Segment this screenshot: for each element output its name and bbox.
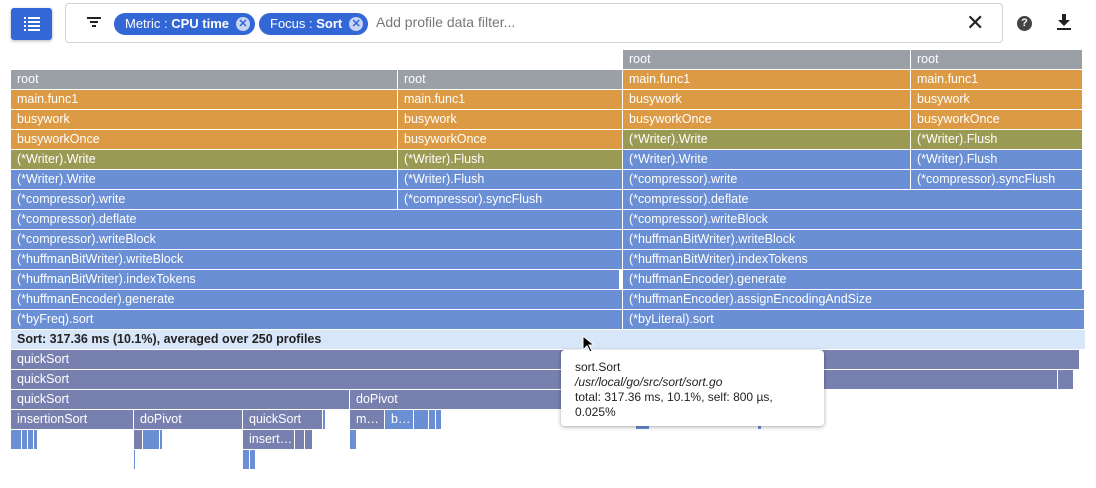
flame-frame[interactable]: insertionSort bbox=[11, 410, 134, 429]
flame-frame[interactable]: busyworkOnce bbox=[398, 130, 623, 149]
flame-frame[interactable] bbox=[22, 430, 28, 449]
flame-frame[interactable]: quickSort bbox=[11, 350, 1080, 369]
filter-input[interactable] bbox=[374, 13, 938, 31]
flame-frame[interactable] bbox=[429, 410, 436, 429]
flame-frame[interactable] bbox=[243, 450, 250, 469]
tooltip-stats: total: 317.36 ms, 10.1%, self: 800 µs, 0… bbox=[575, 390, 773, 419]
flame-frame[interactable] bbox=[11, 430, 22, 449]
flame-frame[interactable]: (*Writer).Flush bbox=[911, 150, 1083, 169]
chip-value: Sort bbox=[316, 16, 343, 31]
flame-frame[interactable]: quickSort bbox=[11, 370, 1058, 389]
flame-frame[interactable]: (*compressor).writeBlock bbox=[623, 210, 1083, 229]
chip-value: CPU time bbox=[171, 16, 230, 31]
flame-frame[interactable] bbox=[34, 430, 38, 449]
flame-frame[interactable]: busywork bbox=[398, 110, 623, 129]
download-icon[interactable] bbox=[1057, 14, 1071, 30]
flame-frame[interactable]: (*huffmanBitWriter).writeBlock bbox=[623, 230, 1083, 249]
flame-frame[interactable]: busywork bbox=[11, 110, 398, 129]
help-icon[interactable]: ? bbox=[1017, 16, 1032, 31]
flame-frame[interactable] bbox=[1058, 370, 1074, 389]
focus-summary-bar[interactable]: Sort: 317.36 ms (10.1%), averaged over 2… bbox=[11, 330, 1085, 349]
flame-frame[interactable] bbox=[28, 430, 34, 449]
flame-frame[interactable]: busyworkOnce bbox=[623, 110, 911, 129]
chip-key: Focus : bbox=[270, 16, 317, 31]
flame-frame[interactable]: busywork bbox=[911, 90, 1083, 109]
flame-frame[interactable]: (*Writer).Write bbox=[11, 150, 398, 169]
flame-frame[interactable]: (*huffmanEncoder).generate bbox=[623, 270, 1083, 289]
list-icon bbox=[23, 17, 40, 31]
filter-chip-focus[interactable]: Focus : Sort ✕ bbox=[259, 13, 369, 35]
flame-frame[interactable]: (*Writer).Write bbox=[11, 170, 398, 189]
flame-frame[interactable]: (*compressor).deflate bbox=[623, 190, 1083, 209]
flame-frame[interactable]: root bbox=[398, 70, 623, 89]
filter-bar: Metric : CPU time ✕ Focus : Sort ✕ ✕ bbox=[65, 3, 1003, 43]
flame-frame[interactable]: main.func1 bbox=[911, 70, 1083, 89]
flame-frame[interactable]: (*byLiteral).sort bbox=[623, 310, 1085, 329]
flame-frame[interactable]: (*compressor).write bbox=[11, 190, 398, 209]
frame-tooltip: sort.Sort /usr/local/go/src/sort/sort.go… bbox=[561, 350, 824, 426]
flame-frame[interactable]: quickSort bbox=[243, 410, 323, 429]
flame-frame[interactable] bbox=[134, 430, 143, 449]
flame-frame[interactable]: quickSort bbox=[11, 390, 350, 409]
flame-frame[interactable] bbox=[134, 450, 136, 469]
flame-frame[interactable] bbox=[323, 410, 326, 429]
flame-frame[interactable] bbox=[295, 430, 305, 449]
flame-frame[interactable]: (*compressor).writeBlock bbox=[11, 230, 623, 249]
flame-frame[interactable]: (*Writer).Flush bbox=[398, 170, 623, 189]
flame-frame[interactable]: (*Writer).Flush bbox=[398, 150, 623, 169]
filter-chip-metric[interactable]: Metric : CPU time ✕ bbox=[114, 13, 256, 35]
flame-frame[interactable] bbox=[305, 430, 313, 449]
flame-frame[interactable]: me… bbox=[350, 410, 385, 429]
flame-frame[interactable]: (*compressor).write bbox=[623, 170, 911, 189]
flame-frame[interactable]: main.func1 bbox=[398, 90, 623, 109]
flame-frame[interactable]: (*compressor).deflate bbox=[11, 210, 623, 229]
flame-frame[interactable]: (*Writer).Write bbox=[623, 130, 911, 149]
flame-frame[interactable] bbox=[143, 430, 160, 449]
flame-frame[interactable]: (*huffmanEncoder).generate bbox=[11, 290, 623, 309]
flame-frame[interactable]: (*Writer).Write bbox=[623, 150, 911, 169]
flame-frame[interactable]: main.func1 bbox=[623, 70, 911, 89]
flame-frame[interactable] bbox=[160, 430, 163, 449]
flame-frame[interactable]: busyworkOnce bbox=[911, 110, 1083, 129]
flame-frame[interactable]: inserti… bbox=[243, 430, 295, 449]
flame-frame[interactable]: by… bbox=[385, 410, 414, 429]
flame-frame[interactable] bbox=[414, 410, 429, 429]
remove-chip-icon[interactable]: ✕ bbox=[236, 17, 251, 31]
tooltip-file: /usr/local/go/src/sort/sort.go bbox=[575, 375, 723, 389]
flame-frame[interactable] bbox=[250, 450, 256, 469]
flame-frame[interactable]: (*huffmanBitWriter).writeBlock bbox=[11, 250, 623, 269]
flame-frame[interactable]: busywork bbox=[623, 90, 911, 109]
flame-frame[interactable]: busyworkOnce bbox=[11, 130, 398, 149]
flame-frame[interactable]: doPivot bbox=[134, 410, 243, 429]
tooltip-function: sort.Sort bbox=[575, 360, 621, 374]
flame-frame[interactable]: root bbox=[11, 70, 398, 89]
clear-filter-button[interactable]: ✕ bbox=[966, 10, 985, 35]
menu-button[interactable] bbox=[11, 8, 52, 40]
remove-chip-icon[interactable]: ✕ bbox=[349, 17, 364, 31]
flame-frame[interactable]: (*huffmanBitWriter).indexTokens bbox=[11, 270, 620, 289]
mouse-cursor-icon bbox=[582, 335, 594, 353]
flame-frame[interactable] bbox=[436, 410, 442, 429]
flame-frame[interactable]: main.func1 bbox=[11, 90, 398, 109]
flame-frame[interactable]: (*byFreq).sort bbox=[11, 310, 623, 329]
flame-frame[interactable] bbox=[350, 430, 357, 449]
flame-frame[interactable]: (*huffmanEncoder).assignEncodingAndSize bbox=[623, 290, 1085, 309]
flame-frame[interactable]: (*compressor).syncFlush bbox=[911, 170, 1083, 189]
filter-icon[interactable] bbox=[86, 15, 102, 29]
flame-frame[interactable]: (*compressor).syncFlush bbox=[398, 190, 623, 209]
chip-key: Metric : bbox=[125, 16, 172, 31]
flame-frame[interactable]: root bbox=[623, 50, 911, 69]
flame-frame[interactable]: (*Writer).Flush bbox=[911, 130, 1083, 149]
flame-frame[interactable]: root bbox=[911, 50, 1083, 69]
flame-frame[interactable]: (*huffmanBitWriter).indexTokens bbox=[623, 250, 1083, 269]
